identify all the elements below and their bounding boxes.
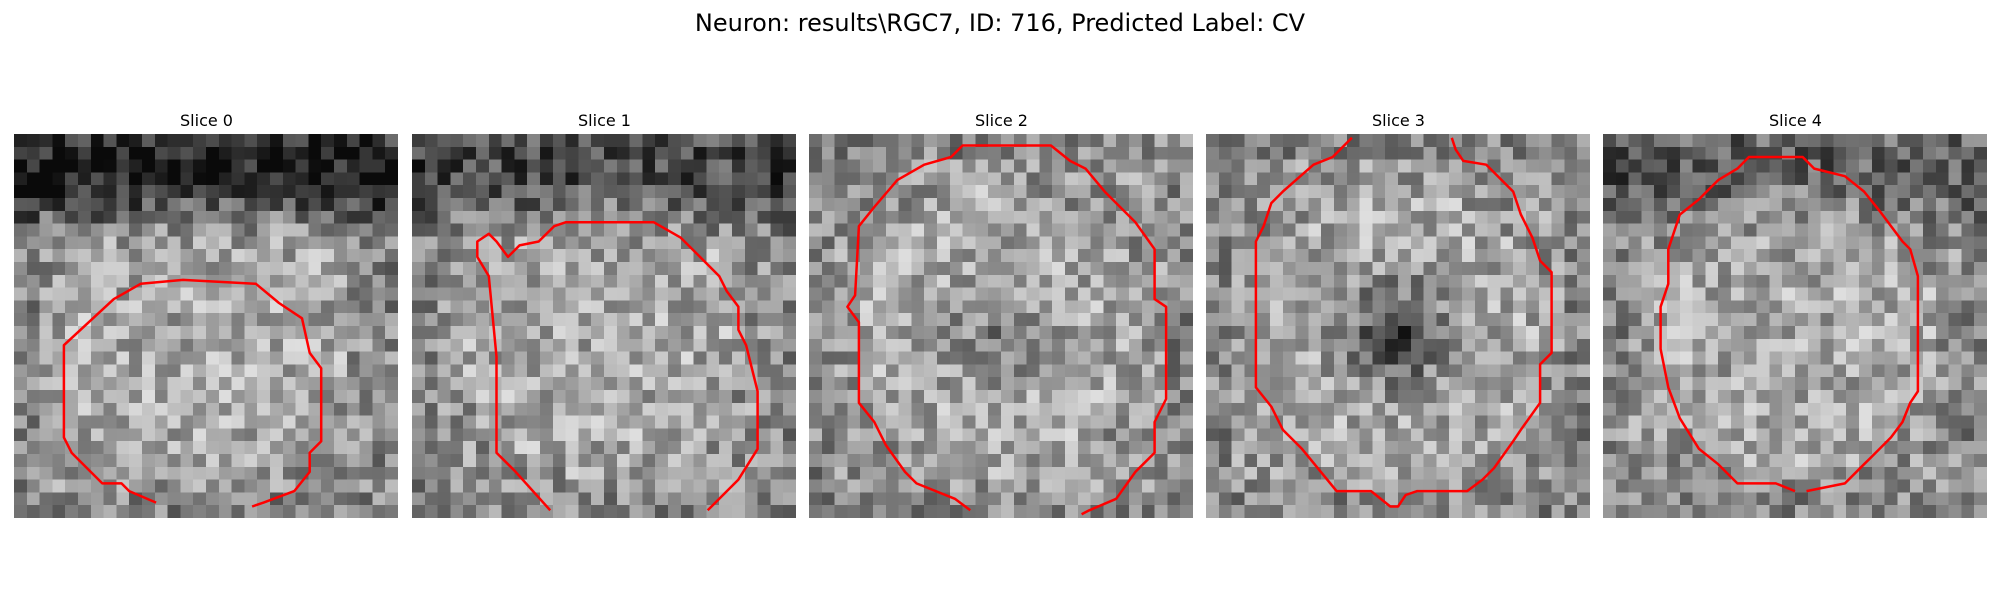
slice-panel-3: Slice 3 — [1206, 108, 1591, 518]
slice-image — [412, 134, 796, 518]
slice-image — [14, 134, 398, 518]
slice-panel-2: Slice 2 — [809, 108, 1194, 518]
slice-title: Slice 0 — [180, 111, 233, 130]
slice-panel-1: Slice 1 — [412, 108, 797, 518]
slice-title: Slice 4 — [1769, 111, 1822, 130]
slice-image — [1603, 134, 1987, 518]
slice-title: Slice 1 — [578, 111, 631, 130]
slice-title: Slice 2 — [975, 111, 1028, 130]
figure-title: Neuron: results\RGC7, ID: 716, Predicted… — [694, 9, 1306, 37]
pixel-grid — [1603, 134, 1987, 518]
slice-image — [1206, 134, 1590, 518]
slice-title: Slice 3 — [1372, 111, 1425, 130]
roi-contour — [846, 144, 1168, 516]
pixel-grid — [809, 134, 1193, 518]
pixel-grid — [412, 134, 796, 518]
pixel-grid — [1206, 134, 1590, 518]
pixel-grid — [14, 134, 398, 518]
roi-contour — [1659, 155, 1920, 493]
roi-contour — [1254, 136, 1553, 508]
slice-image — [809, 134, 1193, 518]
slice-panel-0: Slice 0 — [14, 108, 399, 518]
slice-panel-4: Slice 4 — [1603, 108, 1988, 518]
roi-contour — [62, 278, 323, 508]
roi-contour — [476, 221, 759, 512]
